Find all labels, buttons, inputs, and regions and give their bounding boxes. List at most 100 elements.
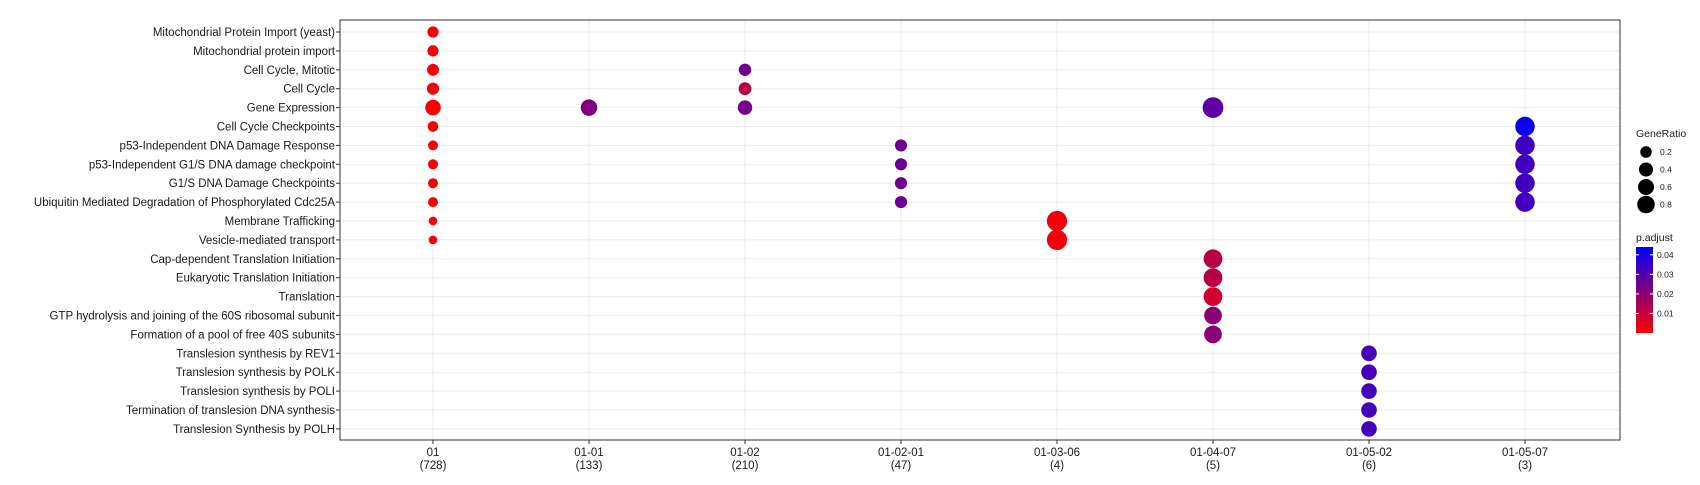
color-legend-bar: [1636, 247, 1653, 333]
legends: GeneRatio 0.2 0.4 0.6 0.8 p.adjust 0.01 0.02 0.0…: [1636, 128, 1686, 333]
x-tick-count: (728): [420, 460, 447, 472]
y-tick-label: p53-Independent DNA Damage Response: [120, 140, 335, 152]
data-points: [425, 26, 1535, 437]
y-tick-label: p53-Independent G1/S DNA damage checkpoi…: [89, 159, 336, 171]
size-legend-title: GeneRatio: [1636, 128, 1686, 140]
size-legend-key: [1637, 195, 1655, 214]
data-point: [1515, 116, 1535, 137]
x-tick-count: (3): [1518, 460, 1532, 472]
data-point: [1361, 345, 1377, 362]
data-point: [894, 196, 908, 209]
y-tick-label: Cap-dependent Translation Initiation: [150, 254, 335, 266]
data-point: [428, 178, 438, 189]
y-tick-label: Translesion synthesis by POLI: [180, 386, 335, 398]
data-point: [894, 158, 908, 171]
data-point: [738, 63, 752, 76]
size-legend-label: 0.2: [1660, 147, 1672, 157]
y-tick-label: Membrane Trafficking: [225, 216, 335, 228]
x-tick-label: 01: [427, 447, 440, 459]
size-legend-key: [1638, 179, 1654, 195]
y-tick-label: Termination of translesion DNA synthesis: [126, 405, 335, 417]
data-point: [1361, 364, 1377, 381]
data-point: [428, 235, 438, 245]
y-tick-label: Formation of a pool of free 40S subunits: [130, 329, 335, 341]
plot-border: [339, 19, 1621, 441]
color-legend-label: 0.01: [1657, 308, 1674, 318]
x-tick-label: 01-05-07: [1502, 447, 1548, 459]
data-point: [428, 197, 438, 208]
size-legend-label: 0.6: [1660, 182, 1672, 192]
data-point: [427, 26, 439, 38]
y-tick-label: Ubiquitin Mediated Degradation of Phosph…: [34, 197, 335, 209]
data-point: [1046, 229, 1068, 251]
data-point: [1203, 249, 1223, 269]
data-point: [1515, 173, 1535, 193]
grid-lines: [340, 20, 1620, 440]
x-tick-count: (5): [1206, 460, 1220, 472]
color-legend-title: p.adjust: [1636, 232, 1673, 244]
data-point: [427, 121, 439, 132]
data-point: [425, 99, 441, 116]
y-tick-label: Gene Expression: [247, 103, 335, 115]
x-tick-label: 01-04-07: [1190, 447, 1236, 459]
data-point: [894, 139, 908, 152]
color-legend-label: 0.04: [1657, 250, 1674, 260]
size-legend-key: [1638, 162, 1654, 177]
y-tick-label: Translesion synthesis by POLK: [176, 367, 336, 379]
data-point: [1204, 306, 1222, 325]
x-tick-label: 01-02-01: [878, 447, 924, 459]
data-point: [894, 177, 908, 190]
x-tick-label: 01-01: [574, 447, 603, 459]
data-point: [580, 99, 598, 116]
y-tick-label: Translesion Synthesis by POLH: [173, 424, 335, 436]
data-point: [1046, 210, 1068, 232]
data-point: [427, 45, 439, 57]
y-tick-label: Vesicle-mediated transport: [199, 235, 336, 247]
y-tick-label: Eukaryotic Translation Initiation: [176, 273, 335, 285]
size-legend-label: 0.8: [1660, 200, 1672, 210]
plot-background: [340, 20, 1620, 440]
data-point: [427, 63, 439, 76]
size-legend-key: [1640, 146, 1652, 158]
data-point: [737, 100, 753, 115]
data-point: [428, 140, 438, 151]
data-point: [1361, 402, 1377, 418]
x-tick-label: 01-05-02: [1346, 447, 1392, 459]
x-tick-count: (210): [732, 460, 759, 472]
color-legend-label: 0.03: [1657, 269, 1674, 279]
x-tick-count: (4): [1050, 460, 1064, 472]
y-tick-label: Translation: [279, 292, 335, 304]
data-point: [1203, 287, 1223, 306]
data-point: [738, 82, 752, 96]
y-axis: Mitochondrial Protein Import (yeast) Mito…: [34, 27, 340, 436]
x-axis: 01(728) 01-01(133) 01-02(210) 01-02-01(47) 0…: [420, 440, 1548, 472]
data-point: [1202, 97, 1224, 118]
y-tick-label: GTP hydrolysis and joining of the 60S ri…: [49, 311, 335, 323]
data-point: [428, 216, 438, 226]
y-tick-label: Mitochondrial Protein Import (yeast): [153, 27, 335, 39]
data-point: [1361, 421, 1377, 437]
y-tick-label: Cell Cycle: [283, 84, 335, 96]
x-tick-label: 01-03-06: [1034, 447, 1080, 459]
y-tick-label: Translesion synthesis by REV1: [176, 348, 335, 360]
x-tick-label: 01-02: [730, 447, 759, 459]
data-point: [426, 82, 440, 95]
x-tick-count: (47): [891, 460, 912, 472]
y-tick-label: G1/S DNA Damage Checkpoints: [169, 178, 335, 190]
x-tick-count: (133): [576, 460, 603, 472]
y-tick-label: Mitochondrial protein import: [193, 46, 336, 58]
data-point: [1515, 154, 1535, 175]
x-tick-count: (6): [1362, 460, 1376, 472]
size-legend-label: 0.4: [1660, 165, 1672, 175]
data-point: [1515, 135, 1535, 156]
color-legend-label: 0.02: [1657, 289, 1674, 299]
data-point: [1203, 268, 1223, 288]
data-point: [428, 159, 438, 170]
y-tick-label: Cell Cycle, Mitotic: [244, 65, 336, 77]
y-tick-label: Cell Cycle Checkpoints: [217, 122, 335, 134]
data-point: [1515, 192, 1535, 212]
data-point: [1204, 325, 1222, 344]
data-point: [1361, 383, 1377, 399]
